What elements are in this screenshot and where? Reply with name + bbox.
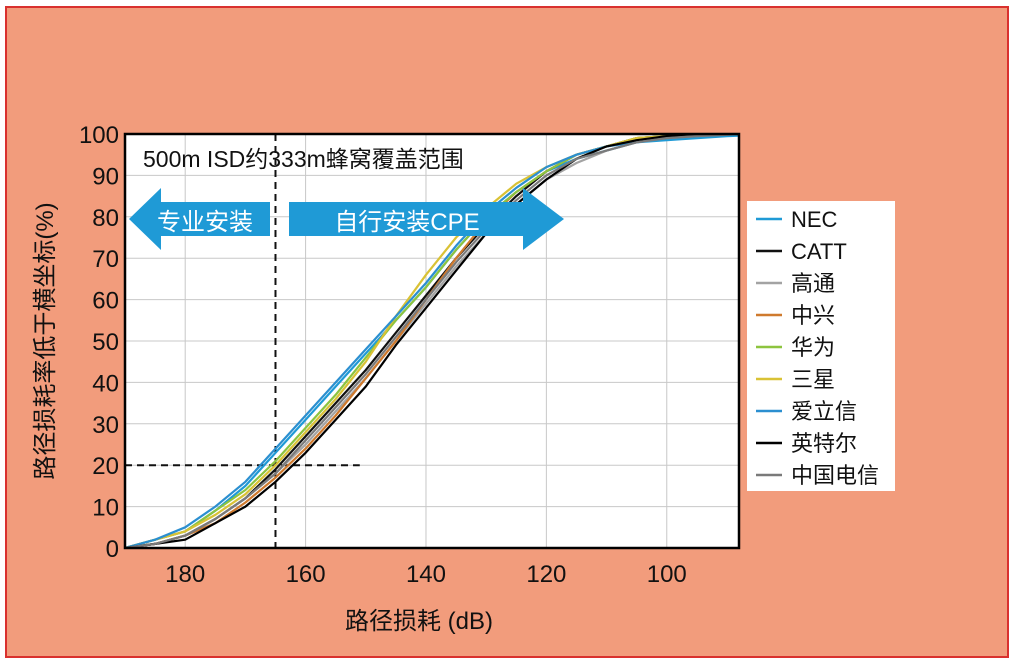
y-tick-label: 100	[79, 122, 119, 149]
y-tick-label: 30	[92, 412, 119, 439]
y-axis-label: 路径损耗率低于横坐标(%)	[32, 202, 59, 479]
x-tick-label: 180	[165, 561, 205, 588]
legend-item: NEC	[756, 207, 838, 232]
legend-item: 华为	[756, 335, 835, 360]
legend-item: 英特尔	[756, 431, 857, 456]
left-arrow: 专业安装	[129, 188, 270, 250]
y-tick-label: 20	[92, 453, 119, 480]
x-tick-label: 140	[406, 561, 446, 588]
y-tick-label: 90	[92, 163, 119, 190]
left-arrow-label: 专业安装	[157, 209, 253, 236]
right-arrow-label: 自行安装CPE	[334, 209, 479, 236]
legend-item: CATT	[756, 239, 847, 264]
series-line-9	[125, 134, 739, 548]
figure-panel: 0 10 20 30 40 50 60 70 80 90 100 180 160 140 120 100 5…	[5, 6, 1009, 658]
legend-item: 高通	[756, 271, 835, 296]
legend-label: 三星	[791, 367, 835, 392]
legend-label: CATT	[791, 239, 847, 264]
legend-item: 三星	[756, 367, 835, 392]
legend-item: 中兴	[756, 303, 835, 328]
series-lines	[125, 134, 739, 548]
grid-lines	[125, 133, 739, 549]
legend-item: 爱立信	[756, 399, 857, 424]
path-loss-cdf-chart: 0 10 20 30 40 50 60 70 80 90 100 180 160 140 120 100 5…	[32, 122, 895, 635]
x-tick-label: 100	[647, 561, 687, 588]
legend-label: 华为	[791, 335, 835, 360]
reference-lines	[125, 134, 360, 548]
legend-label: NEC	[791, 207, 838, 232]
legend-label: 爱立信	[791, 399, 857, 424]
y-tick-label: 40	[92, 370, 119, 397]
plot-border	[123, 132, 741, 550]
y-tick-label: 50	[92, 329, 119, 356]
region-label: 500m ISD约333m蜂窝覆盖范围	[143, 146, 464, 172]
right-arrow-shape	[289, 188, 564, 250]
right-arrow: 自行安装CPE	[289, 188, 564, 250]
series-line-8	[125, 134, 739, 548]
legend-label: 中兴	[791, 303, 835, 328]
x-tick-label: 160	[286, 561, 326, 588]
y-tick-label: 0	[106, 536, 119, 563]
legend-item: 中国电信	[756, 463, 879, 488]
legend-label: 高通	[791, 271, 835, 296]
y-tick-label: 80	[92, 205, 119, 232]
legend-label: 中国电信	[791, 463, 879, 488]
y-tick-labels: 0 10 20 30 40 50 60 70 80 90 100	[79, 122, 119, 563]
x-axis-label: 路径损耗 (dB)	[345, 608, 493, 635]
x-tick-label: 120	[526, 561, 566, 588]
y-tick-label: 70	[92, 246, 119, 273]
x-tick-labels: 180 160 140 120 100	[165, 561, 687, 588]
left-arrow-shape	[129, 188, 270, 250]
legend-label: 英特尔	[791, 431, 857, 456]
y-tick-label: 60	[92, 288, 119, 315]
y-tick-label: 10	[92, 495, 119, 522]
